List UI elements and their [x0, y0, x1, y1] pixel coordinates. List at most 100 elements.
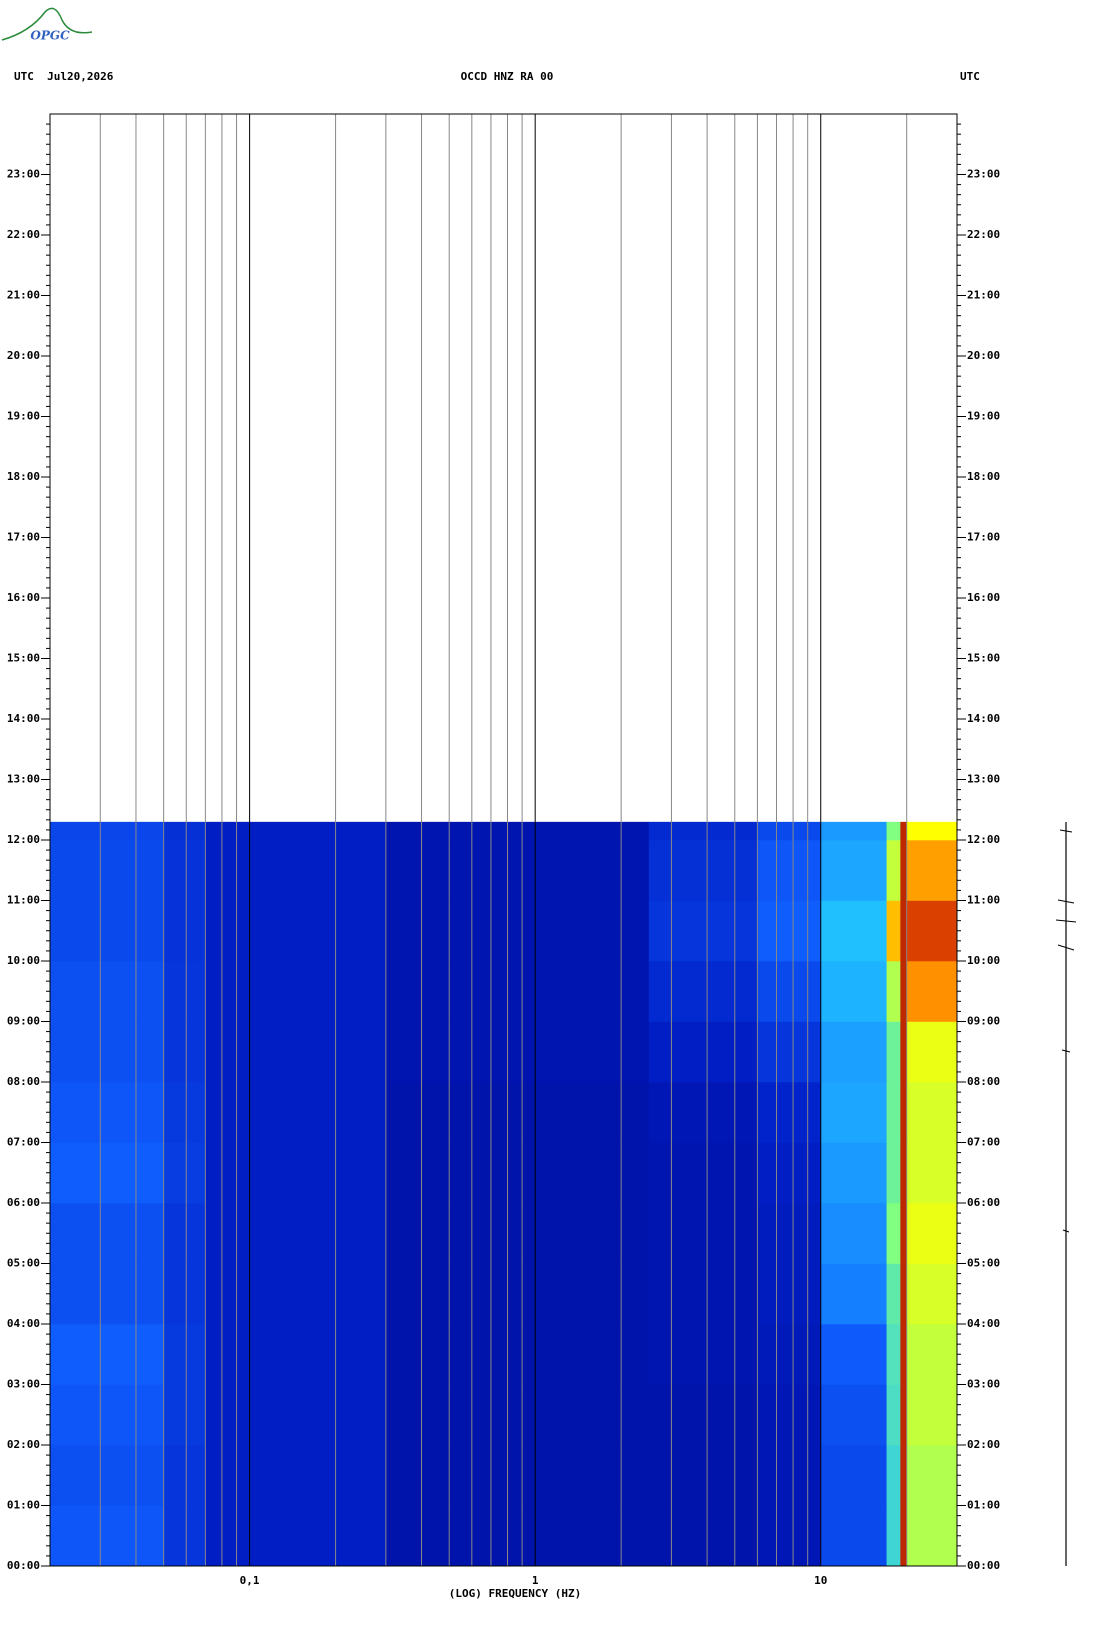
- heatmap-cell: [50, 900, 165, 962]
- subtitle-left: UTC Jul20,2026: [14, 70, 114, 83]
- heatmap-cell: [50, 1263, 165, 1325]
- heatmap-cell: [757, 1384, 822, 1446]
- heatmap-cell: [906, 1445, 958, 1506]
- heatmap-cell: [385, 1324, 650, 1385]
- heatmap-cell: [820, 821, 888, 841]
- y-tick-label: 17:00: [7, 531, 40, 544]
- heatmap-cell: [906, 1263, 958, 1325]
- heatmap-cell: [906, 821, 958, 841]
- y-tick-label: 16:00: [7, 591, 40, 604]
- heatmap-cell: [906, 961, 958, 1022]
- logo-swoosh: [1, 7, 93, 41]
- x-axis-label: (LOG) FREQUENCY (HZ): [449, 1587, 581, 1600]
- y-tick-label: 18:00: [967, 470, 1000, 483]
- heatmap-cell: [205, 1263, 387, 1325]
- y-tick-label: 21:00: [7, 289, 40, 302]
- heatmap-cell: [820, 1082, 888, 1143]
- heatmap-cell: [900, 1324, 908, 1385]
- heatmap-cell: [385, 1203, 650, 1264]
- heatmap-cell: [906, 1082, 958, 1143]
- heatmap-cell: [648, 821, 758, 841]
- heatmap-cell: [900, 821, 908, 841]
- heatmap-cell: [205, 821, 387, 841]
- y-tick-label: 20:00: [7, 349, 40, 362]
- heatmap-cell: [648, 1445, 758, 1506]
- heatmap-cell: [900, 1142, 908, 1204]
- heatmap-cell: [163, 1505, 206, 1567]
- heatmap-cell: [648, 961, 758, 1022]
- heatmap-cell: [757, 1142, 822, 1204]
- y-tick-label: 22:00: [7, 228, 40, 241]
- x-tick-label: 10: [814, 1574, 827, 1587]
- heatmap-cell: [900, 1021, 908, 1083]
- heatmap-cell: [820, 900, 888, 962]
- y-tick-label: 19:00: [967, 410, 1000, 423]
- heatmap-cell: [886, 1203, 901, 1264]
- y-tick-label: 14:00: [7, 712, 40, 725]
- heatmap-cell: [757, 1324, 822, 1385]
- heatmap-cell: [50, 1142, 165, 1204]
- heatmap-cell: [385, 1142, 650, 1204]
- y-tick-label: 19:00: [7, 410, 40, 423]
- heatmap-cell: [757, 1505, 822, 1567]
- heatmap-cell: [50, 1324, 165, 1385]
- heatmap-cell: [886, 1324, 901, 1385]
- heatmap-cell: [900, 1263, 908, 1325]
- logo: OPGC: [1, 7, 93, 43]
- y-tick-label: 07:00: [967, 1136, 1000, 1149]
- y-tick-label: 06:00: [967, 1196, 1000, 1209]
- heatmap-cell: [205, 1021, 387, 1083]
- y-tick-label: 22:00: [967, 228, 1000, 241]
- y-tick-label: 02:00: [7, 1438, 40, 1451]
- heatmap-cell: [163, 1324, 206, 1385]
- y-tick-label: 13:00: [967, 773, 1000, 786]
- heatmap-cell: [205, 1505, 387, 1567]
- heatmap: [50, 821, 958, 1567]
- y-tick-label: 04:00: [7, 1317, 40, 1330]
- heatmap-cell: [906, 1384, 958, 1446]
- heatmap-cell: [900, 840, 908, 901]
- heatmap-cell: [50, 1082, 165, 1143]
- heatmap-cell: [757, 961, 822, 1022]
- heatmap-cell: [163, 1142, 206, 1204]
- heatmap-cell: [820, 840, 888, 901]
- heatmap-cell: [820, 1263, 888, 1325]
- heatmap-cell: [163, 1021, 206, 1083]
- heatmap-cell: [886, 1384, 901, 1446]
- heatmap-cell: [205, 1082, 387, 1143]
- x-tick-label: 0,1: [240, 1574, 260, 1587]
- y-tick-label: 05:00: [7, 1257, 40, 1270]
- heatmap-cell: [648, 1203, 758, 1264]
- y-tick-label: 17:00: [967, 531, 1000, 544]
- y-tick-label: 23:00: [7, 168, 40, 181]
- heatmap-cell: [648, 1263, 758, 1325]
- heatmap-cell: [906, 1142, 958, 1204]
- heatmap-cell: [205, 1445, 387, 1506]
- heatmap-cell: [906, 840, 958, 901]
- heatmap-cell: [385, 1021, 650, 1083]
- subtitle-right: UTC: [960, 70, 980, 83]
- heatmap-cell: [163, 1263, 206, 1325]
- y-tick-label: 12:00: [7, 833, 40, 846]
- heatmap-cell: [886, 1505, 901, 1567]
- heatmap-cell: [385, 900, 650, 962]
- heatmap-cell: [50, 1203, 165, 1264]
- y-tick-label: 18:00: [7, 470, 40, 483]
- heatmap-cell: [50, 961, 165, 1022]
- heatmap-cell: [50, 1021, 165, 1083]
- heatmap-cell: [886, 961, 901, 1022]
- heatmap-cell: [163, 1384, 206, 1446]
- logo-text: OPGC: [30, 29, 70, 43]
- y-tick-label: 10:00: [967, 954, 1000, 967]
- heatmap-cell: [50, 840, 165, 901]
- y-tick-label: 09:00: [7, 1015, 40, 1028]
- heatmap-cell: [757, 840, 822, 901]
- y-tick-label: 05:00: [967, 1257, 1000, 1270]
- heatmap-cell: [900, 1505, 908, 1567]
- heatmap-cell: [163, 1445, 206, 1506]
- heatmap-cell: [648, 1324, 758, 1385]
- y-tick-label: 13:00: [7, 773, 40, 786]
- heatmap-cell: [886, 1263, 901, 1325]
- heatmap-cell: [757, 1203, 822, 1264]
